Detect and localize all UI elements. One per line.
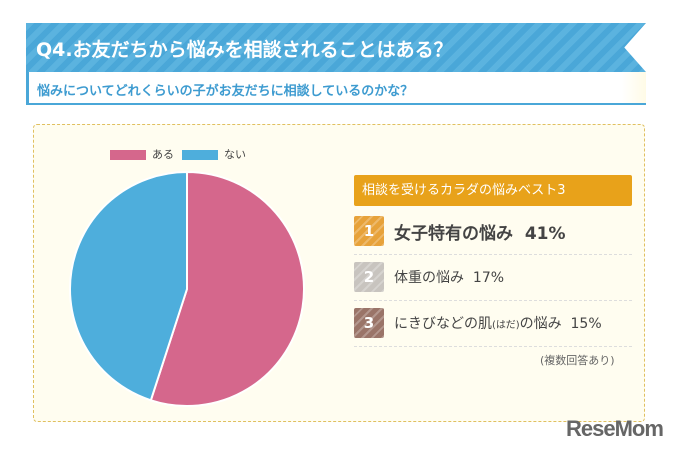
ranking-item: 1 女子特有の悩み 41% bbox=[354, 208, 632, 255]
ranking-item: 2 体重の悩み 17% bbox=[354, 254, 632, 301]
legend-item: ない bbox=[182, 146, 246, 162]
rank-label: 体重の悩み 17% bbox=[394, 270, 505, 286]
subtitle: 悩みについてどれくらいの子がお友だちに相談しているのかな？ bbox=[37, 84, 414, 99]
ranking-title: 相談を受けるカラダの悩みベスト3 bbox=[354, 175, 632, 206]
rank-badge: 2 bbox=[354, 262, 384, 292]
rank-percent: 41% bbox=[524, 223, 566, 244]
legend: ある ない bbox=[110, 146, 246, 162]
subtitle-bar: 悩みについてどれくらいの子がお友だちに相談しているのかな？ bbox=[26, 72, 646, 105]
rank-label: 女子特有の悩み 41% bbox=[394, 223, 566, 244]
rank-percent: 15% bbox=[570, 316, 602, 332]
question-banner: Q4.お友だちから悩みを相談されることはある？ bbox=[26, 23, 646, 72]
question-title: Q4.お友だちから悩みを相談されることはある？ bbox=[36, 39, 453, 61]
rank-badge: 3 bbox=[354, 308, 384, 338]
pie-slice bbox=[69, 170, 188, 402]
pie-slice bbox=[149, 170, 305, 407]
rank-percent: 17% bbox=[472, 270, 505, 286]
rank-badge: 1 bbox=[354, 216, 384, 246]
note: (複数回答あり) bbox=[540, 354, 615, 367]
legend-item: ある bbox=[110, 146, 174, 162]
ranking-item: 3 にきびなどの肌(はだ)の悩み 15% bbox=[354, 300, 632, 347]
resemom-logo: ReseMom bbox=[566, 416, 664, 441]
rank-label: にきびなどの肌(はだ)の悩み 15% bbox=[394, 316, 602, 332]
